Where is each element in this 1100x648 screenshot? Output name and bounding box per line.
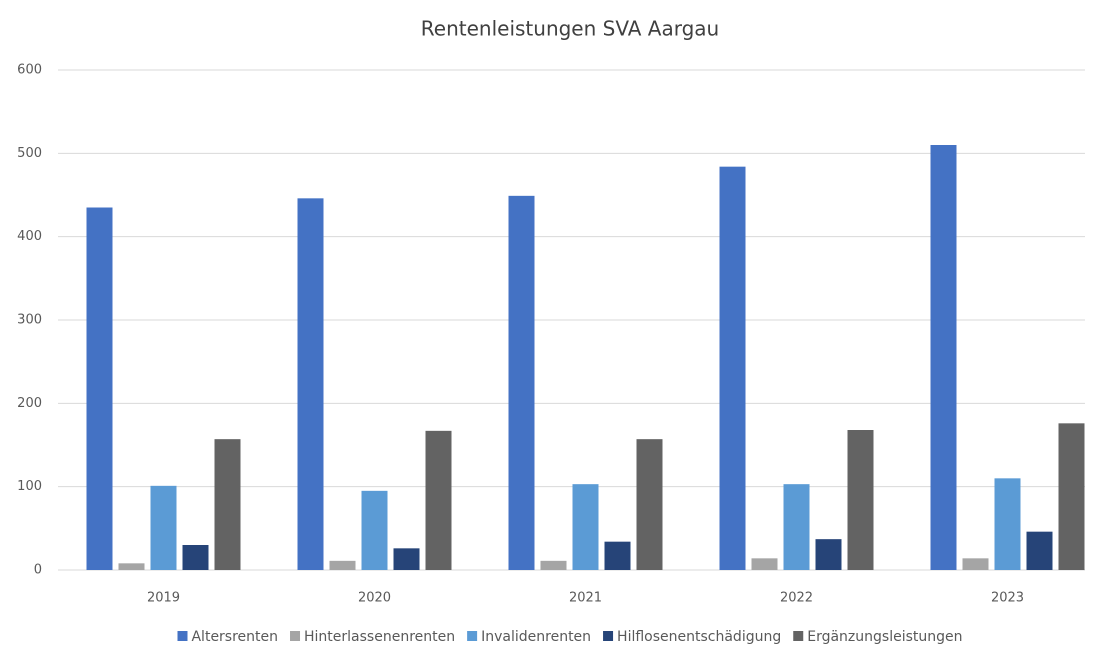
legend-label: Altersrenten (191, 629, 278, 645)
bar (847, 430, 874, 570)
bar (994, 478, 1021, 570)
bar (1026, 531, 1053, 570)
legend: Altersrenten Hinterlassenenrenten Invalide… (177, 629, 963, 645)
bar (962, 558, 989, 570)
legend-label: Invalidenrenten (481, 629, 591, 645)
bar (751, 558, 778, 570)
bar (1058, 423, 1085, 570)
legend-swatch (290, 631, 301, 641)
y-tick-label: 200 (17, 396, 42, 411)
chart-title: Rentenleistungen SVA Aargau (421, 17, 719, 41)
x-tick-label: 2021 (569, 591, 602, 606)
bar (118, 563, 145, 570)
legend-swatch (793, 631, 804, 641)
legend-label: Ergänzungsleistungen (807, 629, 962, 645)
bar (86, 207, 113, 570)
bar (540, 560, 567, 570)
bar (604, 541, 631, 570)
bar (425, 430, 452, 570)
legend-swatch (467, 631, 478, 641)
bar (393, 548, 420, 570)
legend-label: Hinterlassenenrenten (304, 629, 455, 645)
bar (214, 439, 241, 570)
x-tick-label: 2020 (358, 591, 391, 606)
legend-swatch (177, 631, 188, 641)
y-tick-label: 100 (17, 479, 42, 494)
bar (636, 439, 663, 570)
x-tick-label: 2022 (780, 591, 813, 606)
bar (783, 484, 810, 570)
bar (930, 145, 957, 570)
y-tick-label: 300 (17, 313, 42, 328)
bar (508, 195, 535, 571)
bar (329, 560, 356, 570)
y-tick-label: 400 (17, 229, 42, 244)
bar (297, 198, 324, 571)
bar (361, 490, 388, 570)
legend-label: Hilflosenentschädigung (617, 629, 781, 645)
bar (815, 539, 842, 570)
legend-swatch (603, 631, 614, 641)
bar (572, 484, 599, 570)
bar (719, 166, 746, 570)
x-tick-label: 2019 (147, 591, 180, 606)
y-tick-label: 500 (17, 146, 42, 161)
y-tick-label: 600 (17, 63, 42, 78)
bar (182, 545, 209, 570)
y-tick-label: 0 (34, 563, 42, 578)
bar (150, 485, 177, 570)
x-tick-label: 2023 (991, 591, 1024, 606)
